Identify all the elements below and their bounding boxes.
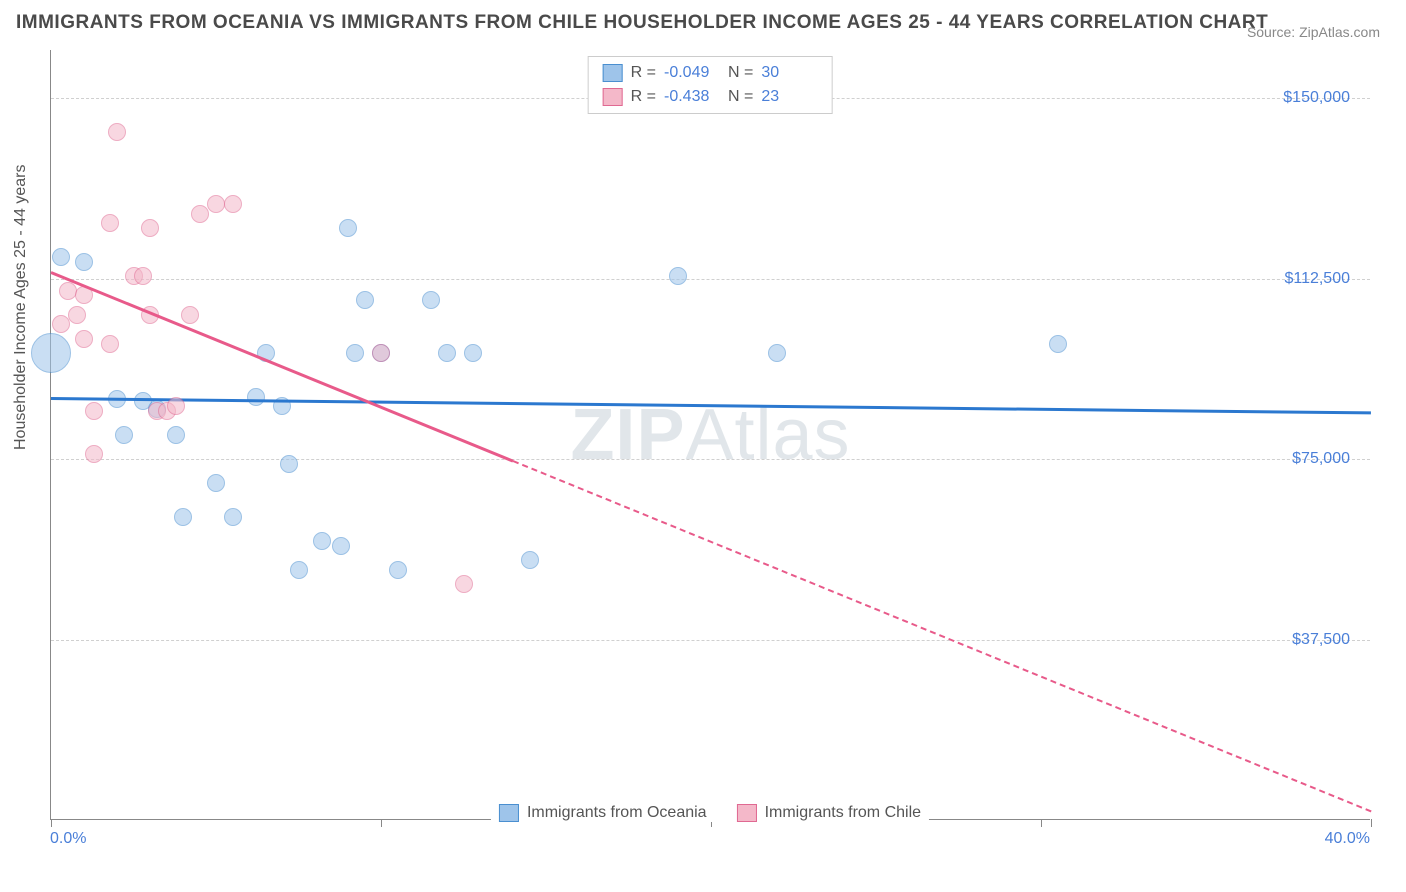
data-point xyxy=(372,344,390,362)
correlation-legend: R = -0.049 N = 30 R = -0.438 N = 23 xyxy=(588,56,833,114)
swatch-chile xyxy=(603,88,623,106)
r-value-oceania: -0.049 xyxy=(664,61,720,85)
x-tick xyxy=(1371,819,1372,827)
data-point xyxy=(134,267,152,285)
y-tick-label: $75,000 xyxy=(1292,450,1350,468)
r-prefix: R = xyxy=(631,85,656,109)
data-point xyxy=(224,508,242,526)
data-point xyxy=(247,388,265,406)
source-text: Source: ZipAtlas.com xyxy=(1247,24,1380,40)
data-point xyxy=(59,282,77,300)
data-point xyxy=(174,508,192,526)
y-tick-label: $150,000 xyxy=(1283,89,1350,107)
x-tick xyxy=(51,819,52,827)
trend-line-extrapolated xyxy=(513,460,1372,812)
legend-row-chile: R = -0.438 N = 23 xyxy=(603,85,818,109)
data-point xyxy=(85,445,103,463)
data-point xyxy=(101,214,119,232)
x-max-label: 40.0% xyxy=(1325,830,1370,848)
data-point xyxy=(1049,335,1067,353)
legend-row-oceania: R = -0.049 N = 30 xyxy=(603,61,818,85)
y-axis-label: Householder Income Ages 25 - 44 years xyxy=(12,165,30,451)
data-point xyxy=(181,306,199,324)
data-point xyxy=(191,205,209,223)
gridline xyxy=(51,640,1370,641)
data-point xyxy=(115,426,133,444)
data-point xyxy=(167,397,185,415)
data-point xyxy=(356,291,374,309)
n-prefix: N = xyxy=(728,61,753,85)
data-point xyxy=(339,219,357,237)
data-point xyxy=(346,344,364,362)
legend-item-chile: Immigrants from Chile xyxy=(737,804,921,822)
chart-title: IMMIGRANTS FROM OCEANIA VS IMMIGRANTS FR… xyxy=(16,12,1268,34)
data-point xyxy=(141,219,159,237)
data-point xyxy=(438,344,456,362)
gridline xyxy=(51,279,1370,280)
y-tick-label: $37,500 xyxy=(1292,631,1350,649)
data-point xyxy=(455,575,473,593)
swatch-chile-icon xyxy=(737,804,757,822)
gridline xyxy=(51,459,1370,460)
series-label-oceania: Immigrants from Oceania xyxy=(527,804,707,822)
n-prefix: N = xyxy=(728,85,753,109)
x-tick xyxy=(381,819,382,827)
data-point xyxy=(332,537,350,555)
data-point xyxy=(167,426,185,444)
y-tick-label: $112,500 xyxy=(1284,270,1350,288)
data-point xyxy=(52,315,70,333)
data-point xyxy=(68,306,86,324)
data-point xyxy=(52,248,70,266)
swatch-oceania-icon xyxy=(499,804,519,822)
data-point xyxy=(464,344,482,362)
r-value-chile: -0.438 xyxy=(664,85,720,109)
chart-area: ZIPAtlas $37,500$75,000$112,500$150,000 … xyxy=(50,50,1370,820)
data-point xyxy=(768,344,786,362)
data-point xyxy=(521,551,539,569)
data-point xyxy=(280,455,298,473)
legend-item-oceania: Immigrants from Oceania xyxy=(499,804,707,822)
data-point xyxy=(389,561,407,579)
x-tick xyxy=(1041,819,1042,827)
data-point xyxy=(422,291,440,309)
series-label-chile: Immigrants from Chile xyxy=(765,804,921,822)
plot-region: ZIPAtlas $37,500$75,000$112,500$150,000 xyxy=(50,50,1370,820)
data-point xyxy=(101,335,119,353)
data-point xyxy=(207,474,225,492)
r-prefix: R = xyxy=(631,61,656,85)
data-point xyxy=(108,123,126,141)
data-point xyxy=(75,253,93,271)
data-point xyxy=(290,561,308,579)
x-min-label: 0.0% xyxy=(50,830,86,848)
swatch-oceania xyxy=(603,64,623,82)
n-value-oceania: 30 xyxy=(761,61,817,85)
trend-line xyxy=(51,397,1371,414)
series-legend: Immigrants from Oceania Immigrants from … xyxy=(491,804,929,822)
data-point xyxy=(224,195,242,213)
data-point xyxy=(669,267,687,285)
data-point xyxy=(31,333,71,373)
data-point xyxy=(85,402,103,420)
n-value-chile: 23 xyxy=(761,85,817,109)
data-point xyxy=(313,532,331,550)
data-point xyxy=(207,195,225,213)
data-point xyxy=(75,330,93,348)
